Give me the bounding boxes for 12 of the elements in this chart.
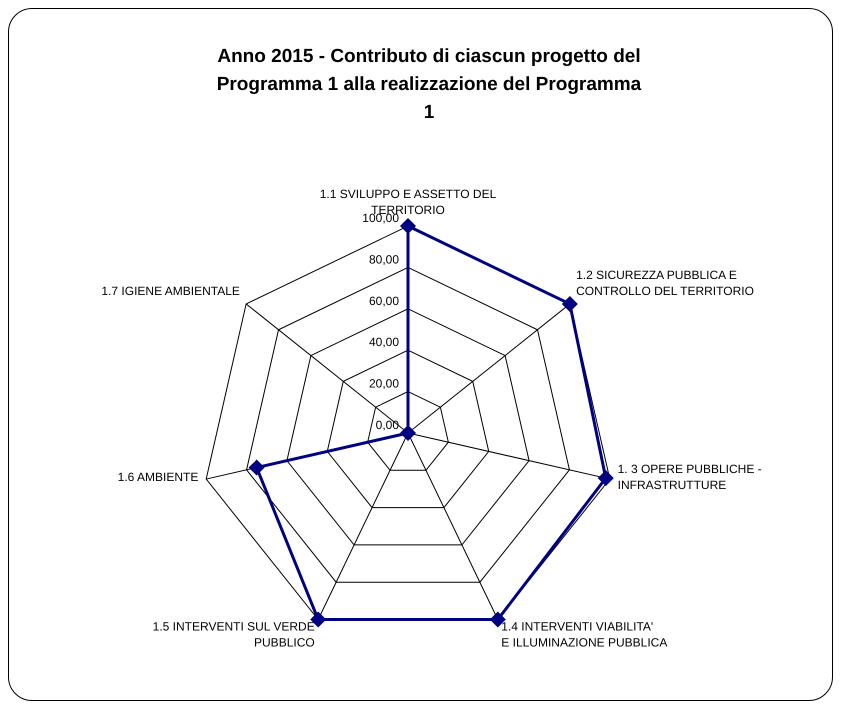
spoke-label: 1.2 SICUREZZA PUBBLICA E CONTROLLO DEL TERRITORIO <box>576 268 754 298</box>
spoke-label: 1.5 INTERVENTI SUL VERDE PUBBLICO <box>152 620 315 650</box>
spoke-label: 1.7 IGIENE AMBIENTALE <box>101 284 240 298</box>
spoke-label: 1.6 AMBIENTE <box>118 470 198 484</box>
chart-title: Anno 2015 - Contributo di ciascun progetto del Programma 1 alla realizzazione del Programma 1 <box>216 45 642 125</box>
y-tick-label: 0,00 <box>376 418 400 432</box>
y-tick-label: 20,00 <box>368 376 400 391</box>
y-tick-label: 60,00 <box>368 294 400 308</box>
y-tick-label: 80,00 <box>368 252 400 266</box>
y-tick-label: 40,00 <box>368 335 400 350</box>
spoke-label: 1.4 INTERVENTI VIABILITA' E ILLUMINAZIONE PUBBLICA <box>501 620 668 650</box>
spoke-label: 1. 3 OPERE PUBBLICHE - INFRASTRUTTURE <box>618 462 762 492</box>
